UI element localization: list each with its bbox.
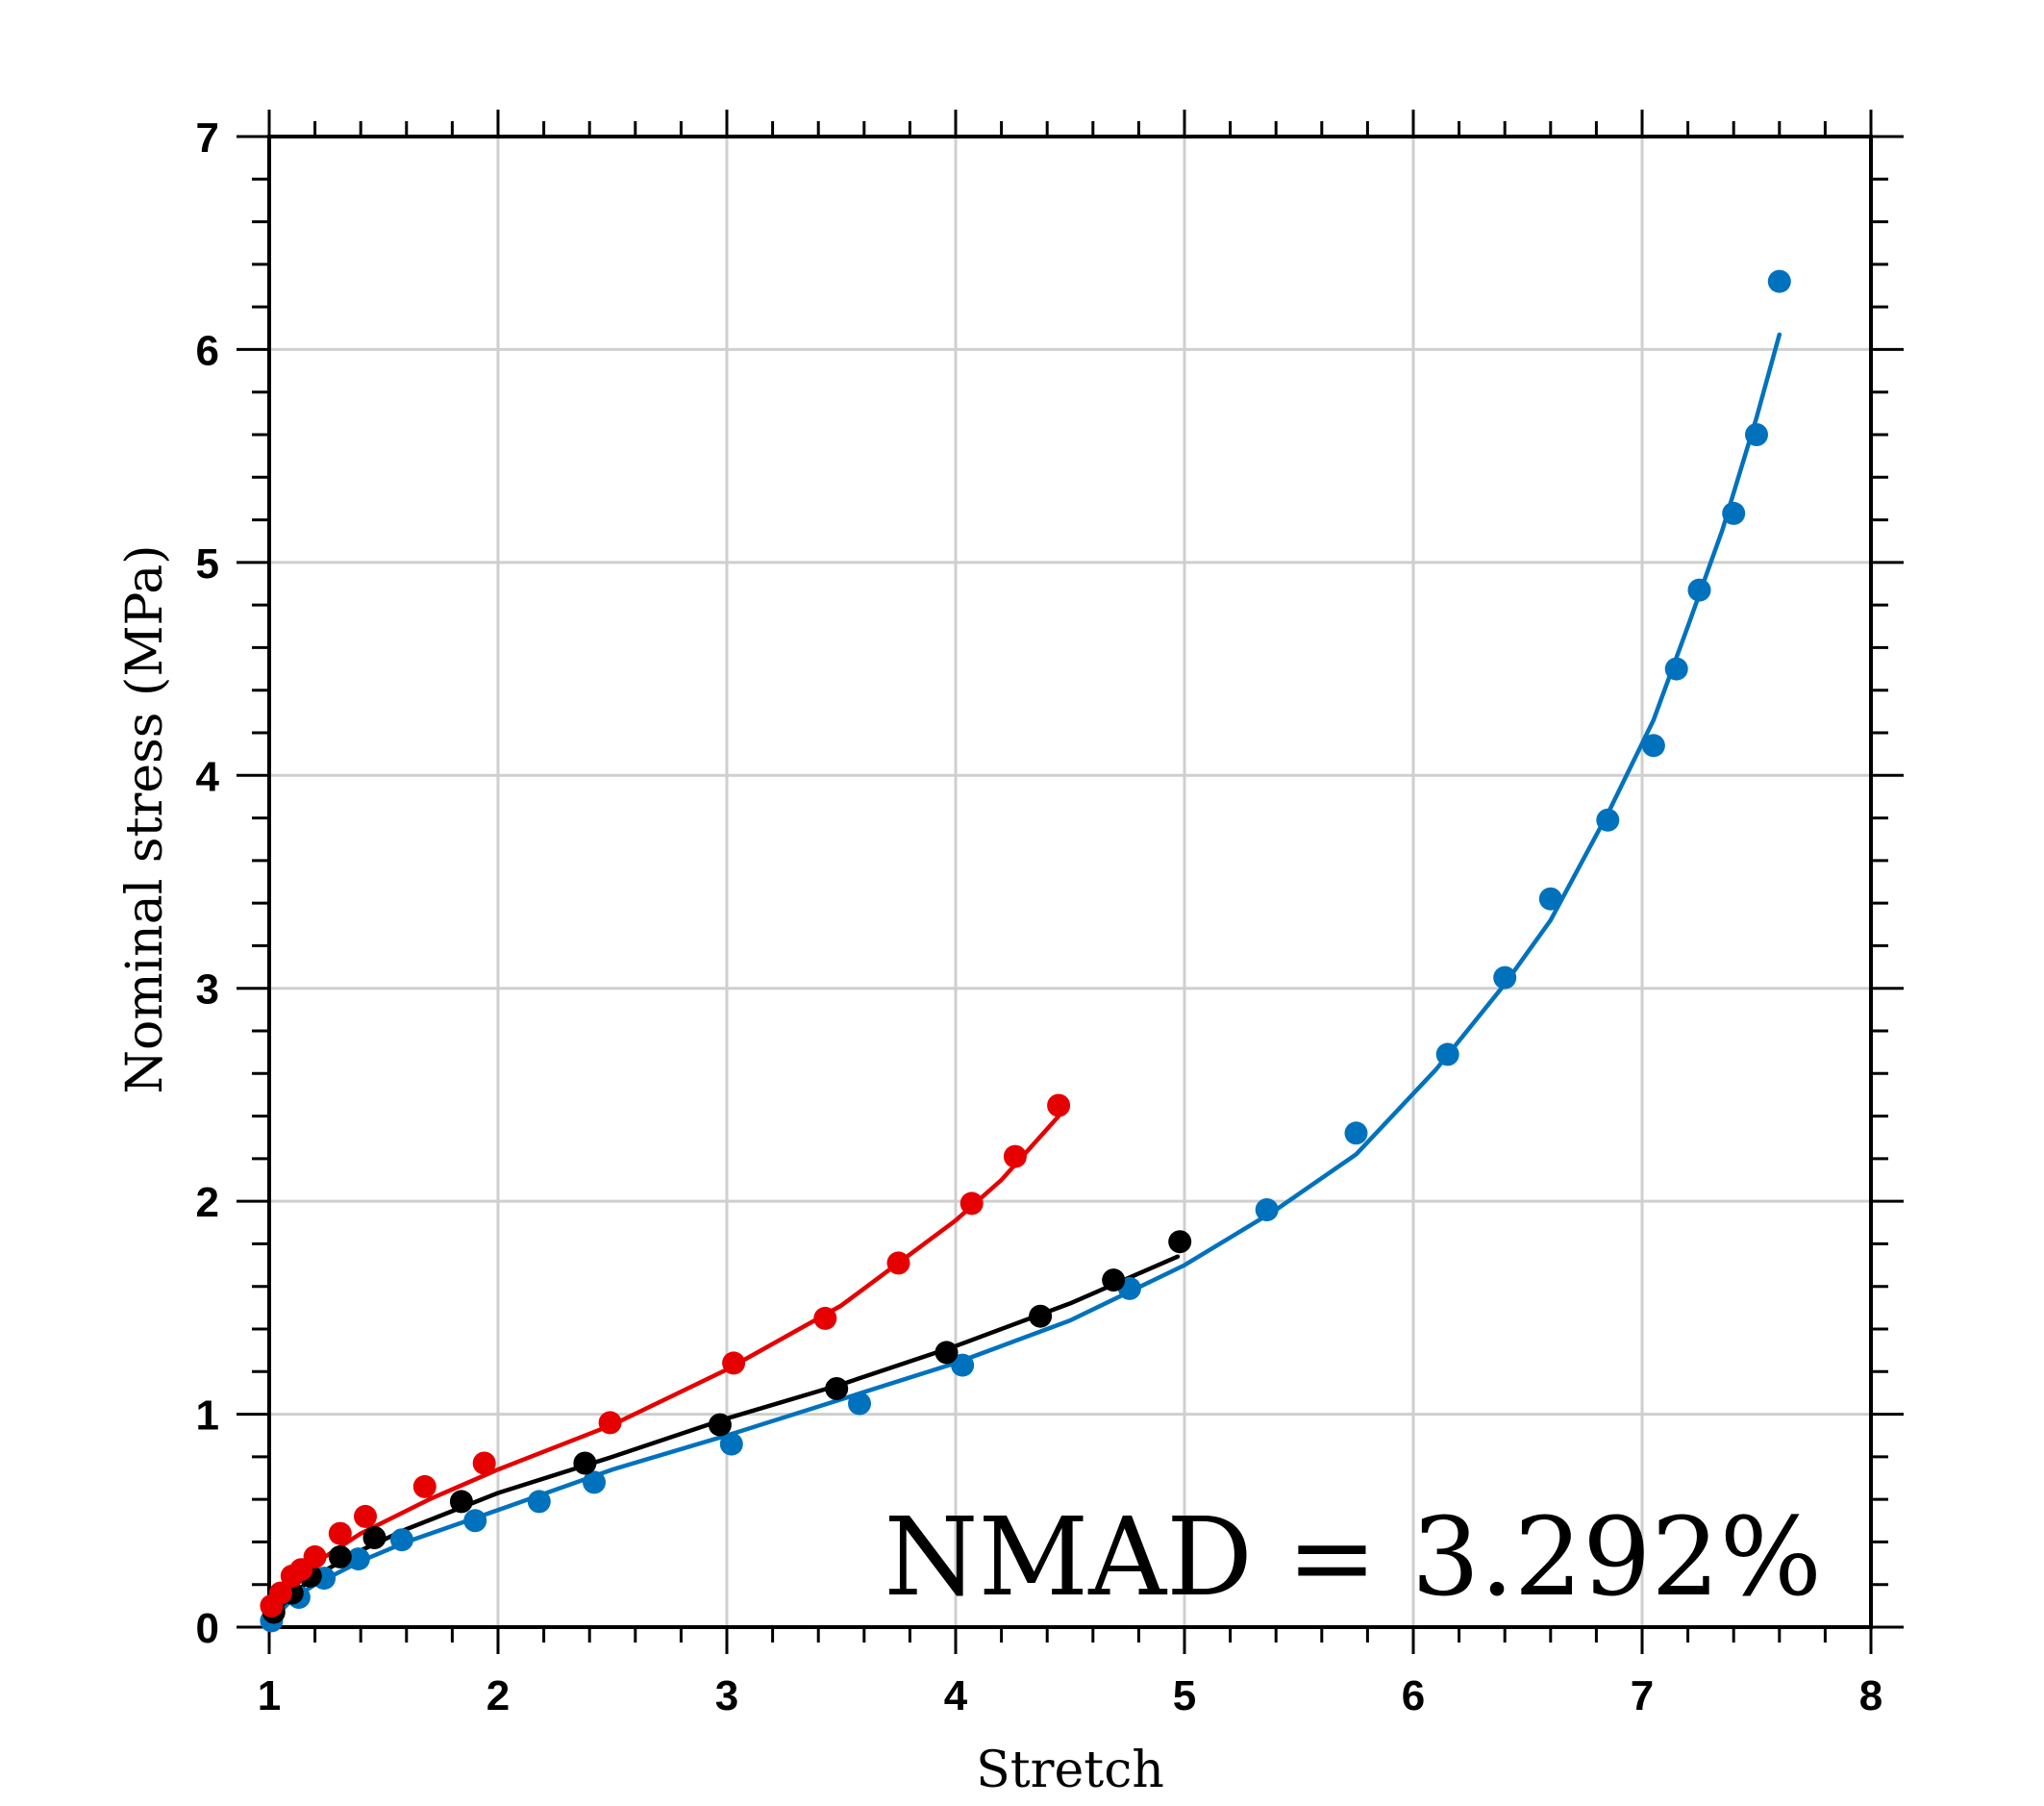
data-point-series-2 [1102,1268,1126,1292]
fit-lines [266,332,1782,1625]
data-point-series-1 [1435,1042,1459,1066]
data-point-series-2 [1029,1304,1053,1328]
data-point-series-2 [449,1490,473,1514]
data-point-series-3 [1047,1093,1071,1117]
x-tick-label: 4 [944,1672,968,1719]
data-point-series-2 [362,1526,386,1549]
fit-line-series-1 [266,332,1782,1625]
data-point-series-3 [412,1474,436,1498]
data-point-series-1 [583,1470,606,1494]
x-tick-labels: 1 2 3 4 5 6 7 8 [258,1672,1882,1719]
data-point-series-1 [1641,734,1665,758]
data-point-series-2 [328,1544,352,1568]
nmad-annotation: NMAD = 3.292% [885,1495,1822,1620]
y-tick-label: 2 [196,1179,219,1226]
data-point-series-1 [1767,269,1791,293]
y-tick-label: 3 [196,966,219,1014]
data-point-series-3 [960,1191,984,1216]
y-tick-label: 6 [196,327,219,374]
data-point-series-1 [346,1547,370,1571]
data-point-series-1 [390,1528,413,1552]
data-points [260,269,1791,1633]
data-point-series-3 [722,1351,746,1375]
data-point-series-1 [951,1353,975,1377]
minor-ticks [252,121,1888,1643]
data-point-series-1 [1687,578,1711,602]
data-point-series-1 [719,1432,743,1456]
data-point-series-1 [1493,966,1517,990]
data-point-series-1 [1664,657,1688,681]
x-tick-label: 2 [486,1672,510,1719]
data-point-series-3 [472,1451,496,1475]
x-tick-label: 6 [1402,1672,1425,1719]
y-tick-label: 1 [196,1392,219,1440]
x-tick-label: 8 [1859,1672,1882,1719]
y-axis-title: Nominal stress (MPa) [116,545,174,1094]
data-point-series-1 [1344,1121,1368,1145]
data-point-series-3 [303,1544,327,1568]
x-axis-title: Stretch [976,1742,1164,1799]
data-point-series-2 [825,1377,849,1400]
data-point-series-2 [935,1341,959,1365]
data-point-series-1 [527,1490,551,1514]
x-tick-label: 3 [715,1672,738,1719]
data-point-series-3 [1003,1144,1027,1168]
data-point-series-3 [598,1411,622,1435]
data-point-series-3 [886,1251,910,1275]
data-point-series-1 [848,1392,871,1416]
data-point-series-1 [463,1509,487,1533]
major-ticks [237,110,1904,1654]
data-point-series-3 [268,1581,292,1605]
data-point-series-2 [708,1413,732,1437]
y-tick-label: 4 [196,753,220,800]
x-tick-label: 7 [1631,1672,1654,1719]
plot-frame [267,135,1873,1629]
data-point-series-3 [813,1306,837,1330]
data-point-series-1 [1722,501,1746,525]
data-point-series-1 [1538,887,1562,911]
y-tick-label: 7 [196,114,219,162]
data-point-series-1 [1255,1198,1279,1221]
grid-layer [269,137,1871,1627]
data-point-series-3 [354,1504,377,1528]
x-tick-label: 5 [1173,1672,1196,1719]
data-point-series-1 [1596,808,1620,832]
y-tick-labels: 0 1 2 3 4 5 6 7 [196,114,220,1652]
y-tick-label: 5 [196,540,219,588]
data-point-series-2 [1168,1230,1192,1254]
data-point-series-1 [1745,423,1768,446]
data-point-series-3 [328,1521,352,1545]
x-tick-label: 1 [258,1672,281,1719]
y-tick-label: 0 [196,1605,219,1652]
data-point-series-2 [573,1451,597,1475]
